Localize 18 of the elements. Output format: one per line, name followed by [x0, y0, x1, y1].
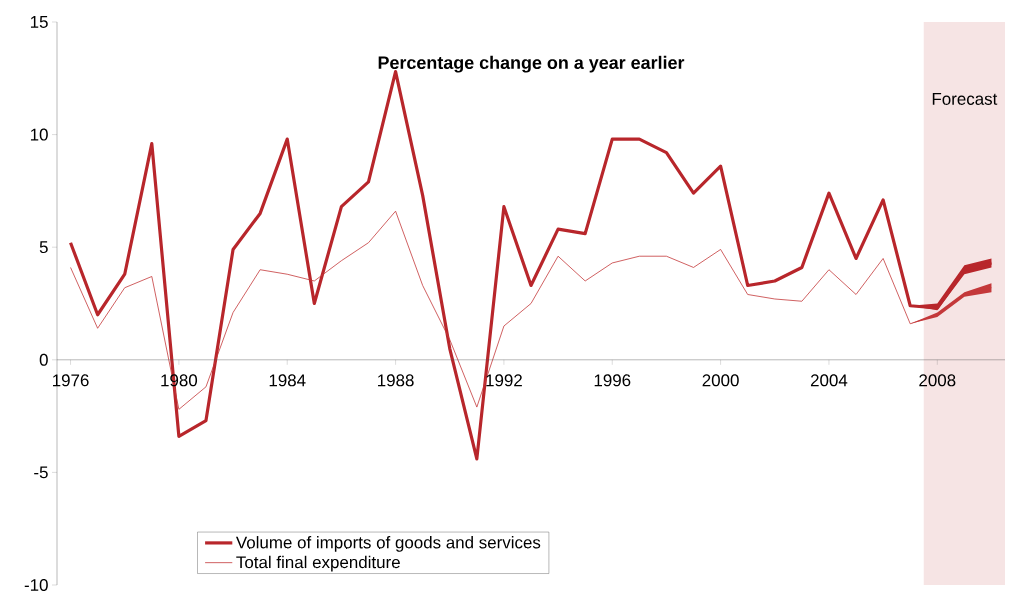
y-tick-label: -5: [34, 466, 48, 479]
legend-label: Total final expenditure: [236, 555, 400, 572]
x-tick-label: 2000: [702, 374, 739, 387]
y-tick-label: 15: [30, 16, 48, 28]
legend-label: Volume of imports of goods and services: [235, 536, 541, 552]
x-tick-label: 1988: [378, 374, 414, 387]
x-tick-label: 1992: [486, 374, 522, 387]
y-tick-label: 0: [39, 353, 48, 366]
y-tick-label: 5: [39, 241, 48, 254]
x-tick-label: 1984: [269, 374, 306, 387]
x-tick-label: 1996: [594, 374, 631, 387]
x-tick-label: 1976: [53, 374, 89, 387]
x-tick-label: 2008: [919, 374, 956, 387]
band-label: Forecast: [932, 93, 998, 105]
y-tick-label: -10: [24, 579, 48, 591]
text: Percentage change on a year earlier: [378, 55, 685, 73]
x-tick-label: 2004: [810, 374, 848, 387]
y-tick-label: 10: [30, 128, 48, 141]
